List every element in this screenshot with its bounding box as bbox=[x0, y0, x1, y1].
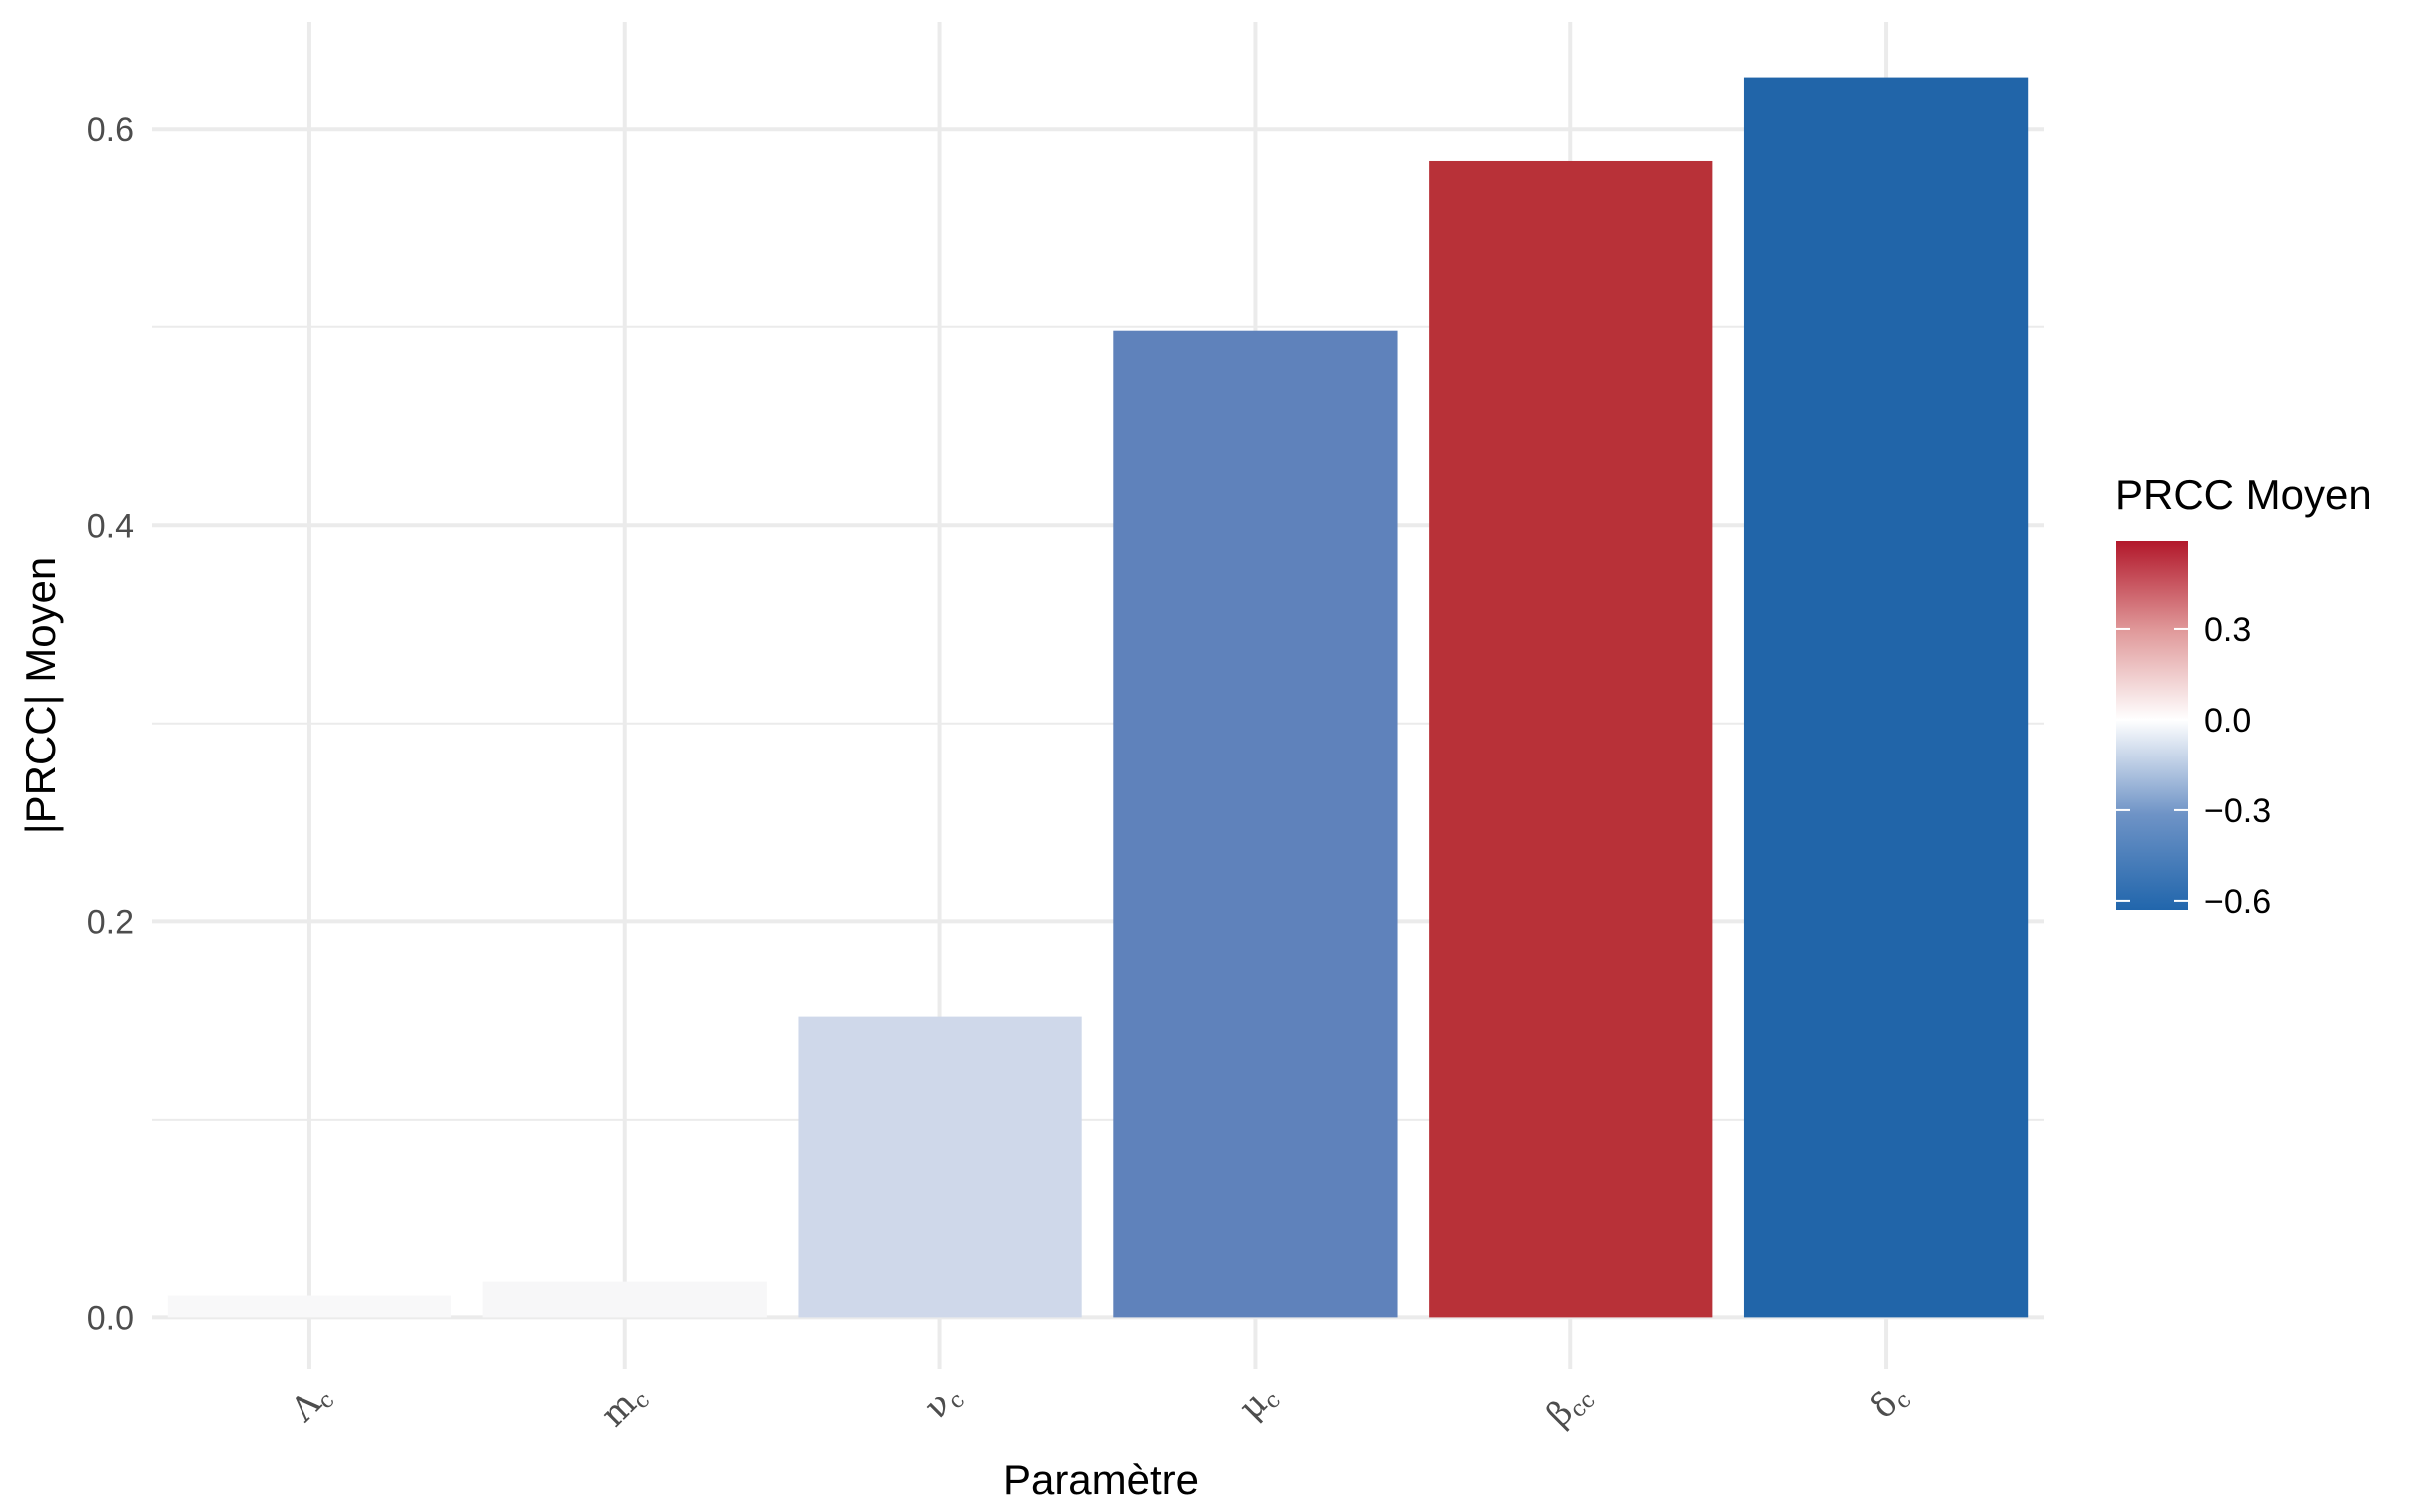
bar bbox=[1113, 330, 1398, 1318]
y-axis-ticks: 0.0 0.2 0.4 0.6 bbox=[87, 111, 134, 1337]
x-tick-label: Λc bbox=[283, 1375, 339, 1432]
x-tick-label: δc bbox=[1863, 1375, 1917, 1429]
legend-tick-label: 0.3 bbox=[2204, 611, 2251, 649]
bar bbox=[1743, 77, 2029, 1318]
legend-ticks: 0.3 0.0 −0.3 −0.6 bbox=[2116, 611, 2271, 921]
legend-colorbar bbox=[2116, 541, 2188, 910]
bar bbox=[1429, 160, 1713, 1318]
x-tick-label: νc bbox=[916, 1375, 970, 1429]
x-tick-label: μc bbox=[1231, 1375, 1286, 1430]
legend-tick-label: −0.6 bbox=[2204, 883, 2271, 921]
x-tick-label: mc bbox=[593, 1375, 655, 1437]
color-legend: PRCC Moyen 0.3 0.0 −0.3 −0.6 bbox=[2115, 471, 2372, 921]
x-tick-label: βcc bbox=[1539, 1375, 1601, 1437]
bars bbox=[167, 77, 2029, 1318]
y-tick-label: 0.0 bbox=[87, 1299, 134, 1337]
y-axis-title: |PRCC| Moyen bbox=[17, 557, 64, 835]
x-axis-title: Paramètre bbox=[1003, 1456, 1199, 1503]
bar bbox=[167, 1295, 452, 1318]
legend-tick-label: −0.3 bbox=[2204, 792, 2271, 830]
legend-tick-label: 0.0 bbox=[2204, 702, 2251, 740]
y-tick-label: 0.2 bbox=[87, 903, 134, 941]
x-axis-ticks: Λc mc νc μc βcc δc bbox=[283, 1375, 1917, 1437]
y-tick-label: 0.6 bbox=[87, 111, 134, 149]
legend-title: PRCC Moyen bbox=[2115, 471, 2372, 518]
bar bbox=[482, 1281, 767, 1318]
bar bbox=[798, 1016, 1082, 1318]
y-tick-label: 0.4 bbox=[87, 507, 134, 545]
